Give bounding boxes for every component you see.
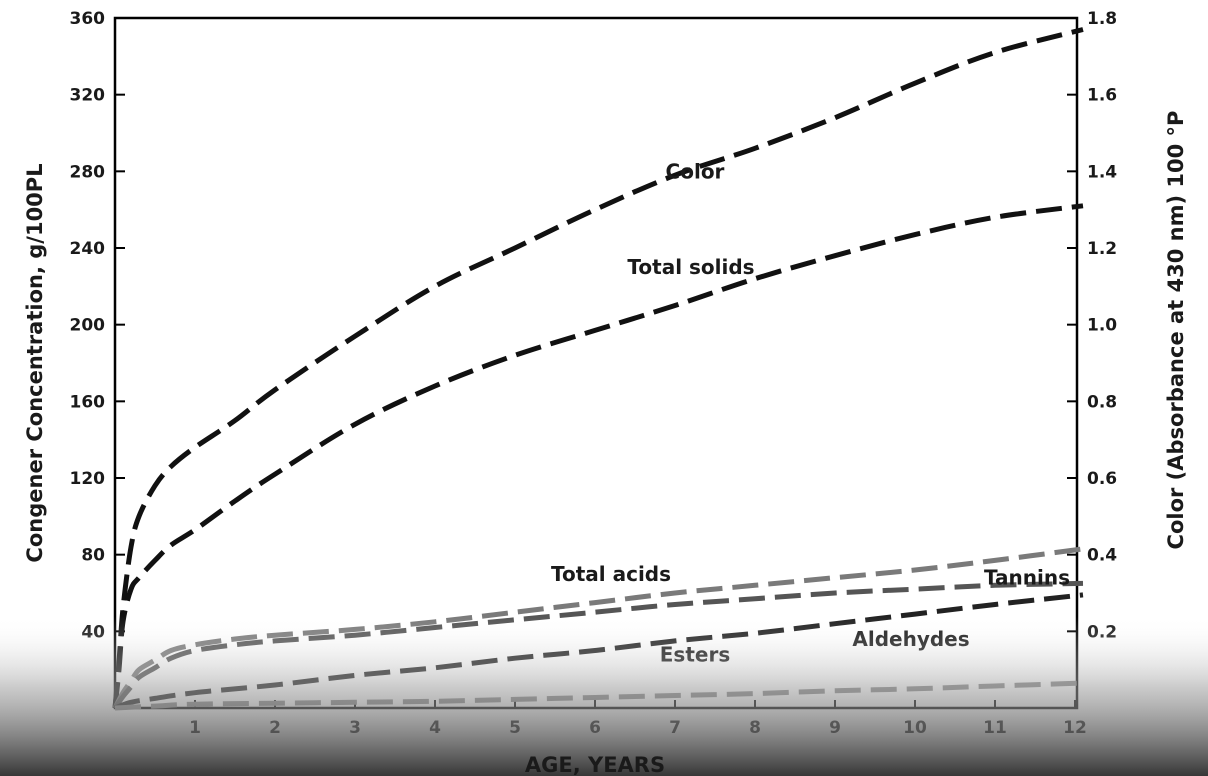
series-lines bbox=[112, 27, 1084, 711]
fade-overlay bbox=[0, 616, 1208, 776]
y2-tick-label: 1.8 bbox=[1087, 9, 1117, 29]
y-tick-label: 240 bbox=[70, 239, 106, 259]
series-label-total-acids: Total acids bbox=[551, 562, 671, 586]
y-tick-label: 320 bbox=[70, 86, 106, 106]
y-tick-label: 160 bbox=[70, 392, 106, 412]
series-line-total-solids bbox=[112, 203, 1084, 709]
y2-tick-label: 1.0 bbox=[1087, 316, 1117, 336]
y-tick-label: 120 bbox=[70, 469, 106, 489]
series-label-total-solids: Total solids bbox=[627, 255, 754, 279]
x-axis-title: AGE, YEARS bbox=[525, 753, 665, 776]
y2-tick-label: 1.6 bbox=[1087, 86, 1117, 106]
y2-tick-label: 0.8 bbox=[1087, 392, 1117, 412]
y-axis-title: Congener Concentration, g/100PL bbox=[23, 163, 47, 562]
y2-tick-label: 0.6 bbox=[1087, 469, 1117, 489]
y2-tick-label: 1.2 bbox=[1087, 239, 1117, 259]
y2-tick-label: 1.4 bbox=[1087, 162, 1117, 182]
series-label-color: Color bbox=[666, 159, 725, 183]
y2-ticks: 0.20.40.60.81.01.21.41.61.8 bbox=[1067, 9, 1117, 642]
y2-tick-label: 0.4 bbox=[1087, 546, 1117, 566]
y-ticks: 4080120160200240280320360 bbox=[70, 9, 125, 642]
series-label-tannins: Tannins bbox=[984, 566, 1070, 590]
y-tick-label: 80 bbox=[81, 546, 105, 566]
series-line-color bbox=[112, 27, 1084, 709]
y-tick-label: 360 bbox=[70, 9, 106, 29]
y-tick-label: 200 bbox=[70, 316, 106, 336]
y-tick-label: 280 bbox=[70, 162, 106, 182]
y2-axis-title: Color (Absorbance at 430 nm) 100 °P bbox=[1164, 111, 1188, 550]
